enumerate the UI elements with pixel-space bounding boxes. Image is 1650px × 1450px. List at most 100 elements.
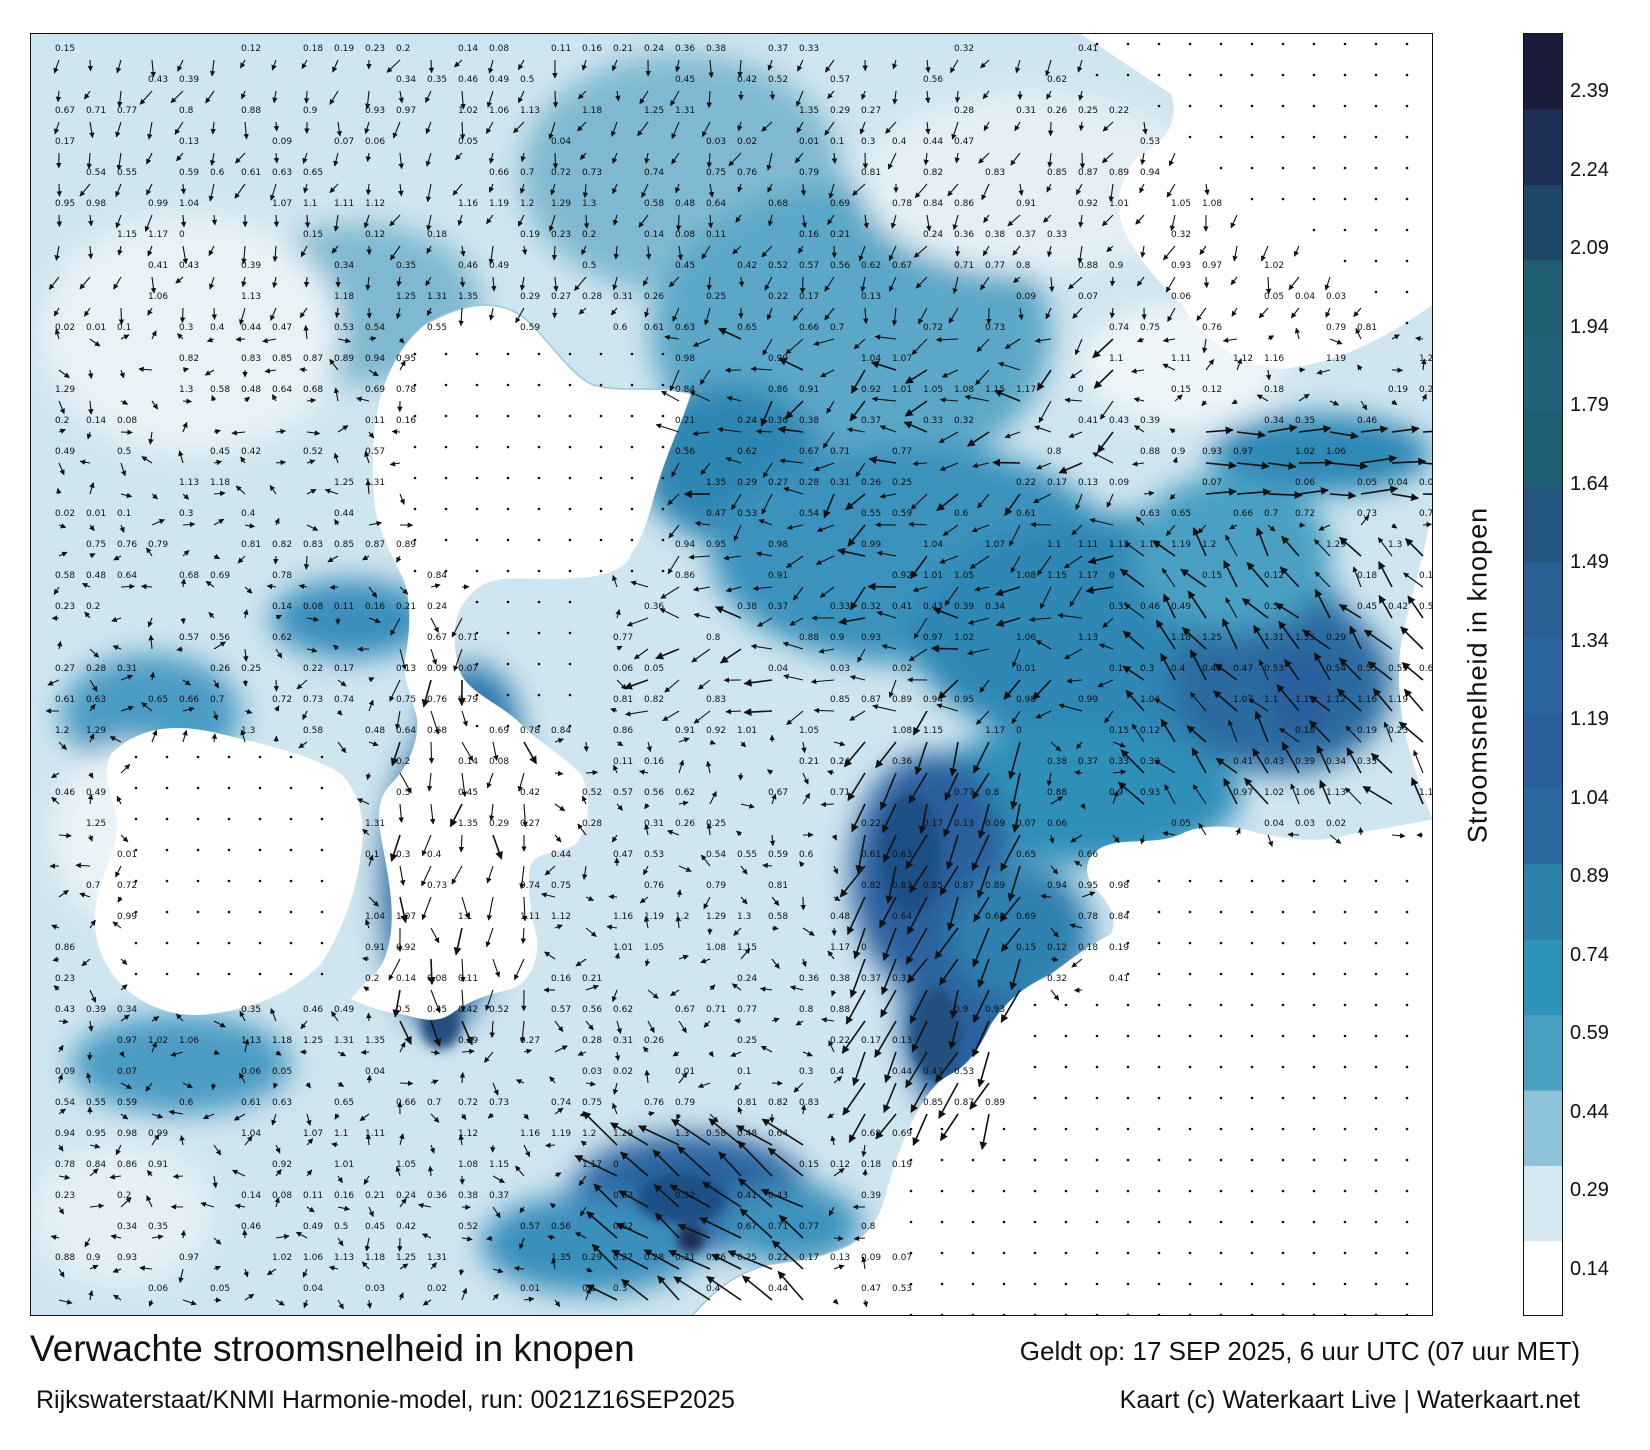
speed-value-label: 0.01: [117, 850, 137, 860]
grid-dot: [661, 383, 665, 387]
current-arrow: [767, 59, 773, 71]
speed-value-label: 0.62: [675, 788, 695, 798]
speed-value-label: 0.6: [179, 1098, 194, 1108]
speed-value-label: 0.89: [985, 881, 1005, 891]
current-arrow: [83, 307, 91, 317]
speed-value-label: 0.75: [86, 540, 106, 550]
speed-value-label: 0.33: [613, 1191, 633, 1201]
current-arrow: [204, 369, 215, 376]
current-arrow: [1391, 523, 1398, 529]
current-arrow: [368, 741, 379, 747]
current-arrow: [1075, 493, 1083, 511]
speed-value-label: 0.62: [737, 447, 757, 457]
speed-value-label: 0.21: [396, 602, 416, 612]
speed-value-label: 0.06: [1047, 819, 1067, 829]
current-arrow: [302, 152, 308, 164]
current-arrow: [694, 520, 711, 527]
speed-value-label: 0.72: [458, 1098, 478, 1108]
grid-dot: [1343, 1034, 1347, 1038]
current-arrow: [298, 741, 308, 749]
grid-dot: [1374, 972, 1378, 976]
grid-dot: [134, 786, 138, 790]
current-arrow: [731, 493, 742, 511]
speed-value-label: 1.17: [1016, 385, 1036, 395]
current-arrow: [1066, 678, 1083, 684]
current-arrow: [827, 769, 835, 776]
grid-dot: [1095, 1096, 1099, 1100]
speed-value-label: 1.15: [1047, 571, 1067, 581]
current-arrow: [454, 59, 463, 68]
speed-value-label: 0.76: [644, 881, 664, 891]
speed-value-label: 0.86: [768, 385, 788, 395]
speed-value-label: 0.02: [427, 1284, 447, 1294]
speed-value-label: 0.93: [1140, 788, 1160, 798]
current-arrow: [689, 391, 711, 402]
speed-value-label: 0.4: [210, 323, 225, 333]
speed-value-label: 0.53: [334, 323, 354, 333]
current-arrow: [801, 214, 808, 229]
speed-value-label: 0.12: [1047, 943, 1067, 953]
current-arrow: [329, 90, 339, 105]
current-arrow: [1205, 461, 1237, 470]
speed-value-label: 0.18: [1357, 571, 1377, 581]
speed-value-label: 0.67: [427, 633, 447, 643]
speed-value-label: 0.7: [210, 695, 224, 705]
speed-value-label: 0.64: [396, 726, 416, 736]
speed-value-label: 0.03: [1419, 478, 1433, 488]
grid-dot: [444, 352, 448, 356]
current-arrow: [270, 307, 277, 321]
speed-value-label: 0.36: [954, 230, 974, 240]
speed-value-label: 0.83: [303, 540, 323, 550]
current-arrow: [585, 769, 599, 776]
grid-dot: [909, 1127, 913, 1131]
current-arrow: [1236, 358, 1243, 371]
speed-value-label: 0.18: [1264, 385, 1284, 395]
speed-value-label: 0.31: [613, 1036, 633, 1046]
speed-value-label: 0.1: [582, 1284, 596, 1294]
current-arrow: [1352, 566, 1362, 588]
current-arrow: [333, 452, 340, 464]
grid-dot: [971, 1189, 975, 1193]
grid-dot: [1157, 73, 1161, 77]
current-arrow: [824, 276, 835, 292]
current-arrow: [485, 121, 494, 134]
speed-value-label: 0.38: [985, 230, 1005, 240]
grid-dot: [320, 817, 324, 821]
current-arrow: [303, 183, 309, 194]
speed-value-label: 1.1: [1047, 540, 1061, 550]
grid-dot: [940, 1158, 944, 1162]
speed-value-label: 0.02: [737, 137, 757, 147]
grid-dot: [1343, 1220, 1347, 1224]
current-arrow: [762, 462, 773, 478]
current-arrow: [1357, 364, 1363, 371]
speed-value-label: 1.01: [737, 726, 757, 736]
grid-dot: [1126, 73, 1130, 77]
current-arrow: [89, 553, 96, 559]
current-arrow: [826, 400, 835, 414]
current-arrow: [732, 245, 742, 255]
speed-value-label: 0.1: [737, 1067, 751, 1077]
grid-dot: [1281, 941, 1285, 945]
current-arrow: [518, 90, 525, 104]
current-arrow: [306, 459, 316, 465]
grid-dot: [413, 352, 417, 356]
grid-dot: [506, 445, 510, 449]
grid-dot: [1405, 290, 1409, 294]
speed-value-label: 0.08: [272, 1191, 292, 1201]
current-arrow: [1353, 307, 1362, 318]
current-arrow: [1040, 586, 1052, 610]
grid-dot: [1250, 1220, 1254, 1224]
colorbar-band: [1524, 1241, 1562, 1315]
current-arrow: [1142, 121, 1148, 135]
grid-dot: [413, 445, 417, 449]
speed-value-label: 1.13: [241, 1036, 261, 1046]
speed-value-label: 0.08: [427, 974, 447, 984]
current-arrow: [887, 152, 897, 170]
speed-value-label: 0.08: [303, 602, 323, 612]
speed-value-label: 0.3: [1140, 664, 1154, 674]
speed-value-label: 1.3: [1388, 540, 1402, 550]
current-arrow: [306, 647, 318, 653]
speed-value-label: 0.73: [1357, 509, 1377, 519]
current-arrow: [948, 307, 959, 324]
current-arrow: [205, 580, 215, 588]
